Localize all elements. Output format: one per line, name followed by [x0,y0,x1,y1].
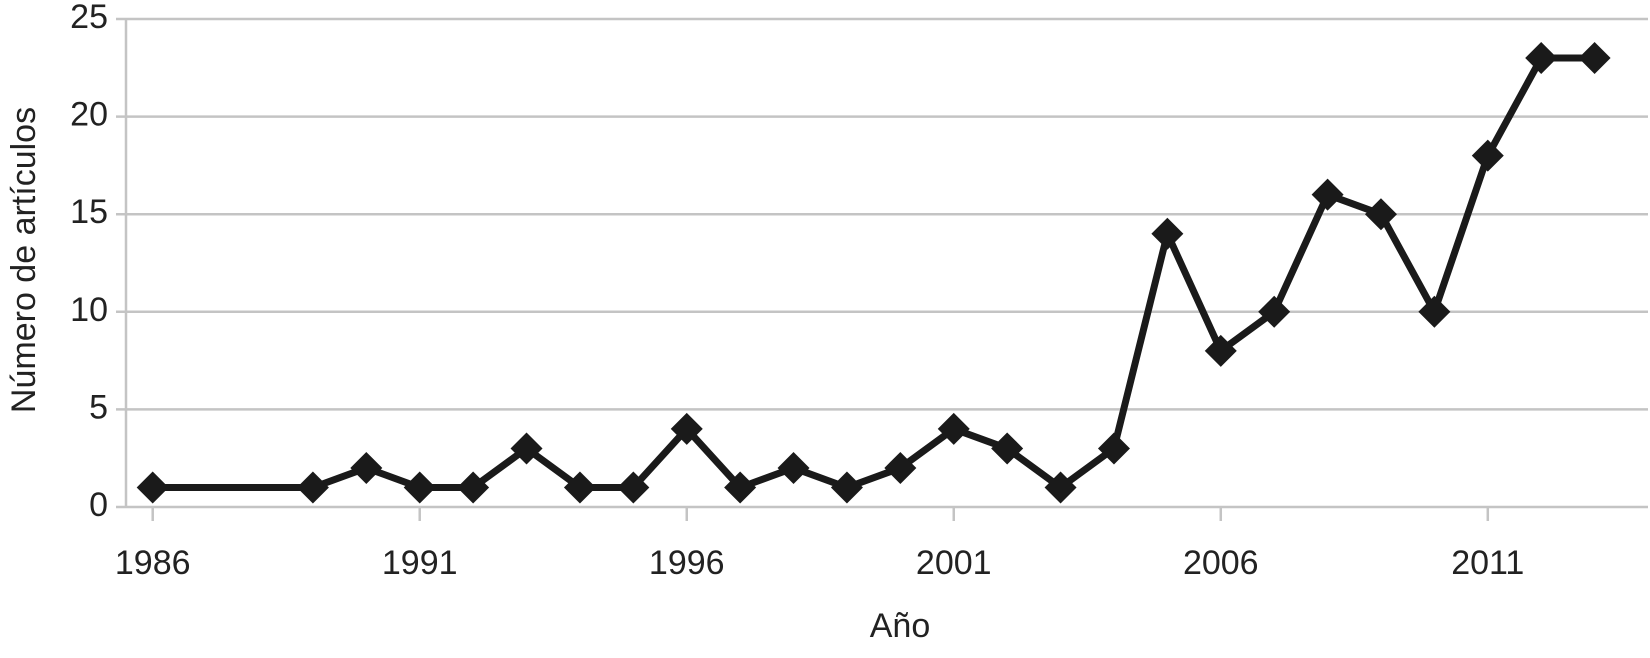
y-tick-label: 15 [70,193,108,231]
marker [724,471,757,504]
y-tick-label: 25 [70,0,108,36]
marker [1204,334,1237,367]
marker [296,471,329,504]
marker [1364,198,1397,231]
marker [136,471,169,504]
series-line [152,54,1595,491]
marker [937,412,970,445]
marker [350,451,383,484]
y-axis-title: Número de artículos [5,107,43,413]
marker [884,451,917,484]
x-axis-title: Año [870,607,931,645]
marker [991,432,1024,465]
x-tick-label: 1991 [382,544,458,582]
marker [777,451,810,484]
marker [510,432,543,465]
marker [1151,217,1184,250]
x-tick-label: 2006 [1183,544,1259,582]
x-tick-label: 2001 [916,544,992,582]
marker [563,471,596,504]
marker [1258,295,1291,328]
marker [830,471,863,504]
y-tick-label: 5 [89,388,108,426]
marker [1097,432,1130,465]
marker [1044,471,1077,504]
y-tick-label: 10 [70,291,108,329]
marker [1471,139,1504,172]
marker [1418,295,1451,328]
marker [457,471,490,504]
x-tick-label: 2011 [1451,544,1524,582]
y-tick-label: 0 [89,486,108,524]
marker [1525,42,1558,75]
marker [403,471,436,504]
y-tick-label: 20 [70,96,108,134]
marker [1578,42,1611,75]
x-tick-label: 1986 [115,544,191,582]
marker [617,471,650,504]
marker [1311,178,1344,211]
x-tick-label: 1996 [649,544,725,582]
marker [670,412,703,445]
